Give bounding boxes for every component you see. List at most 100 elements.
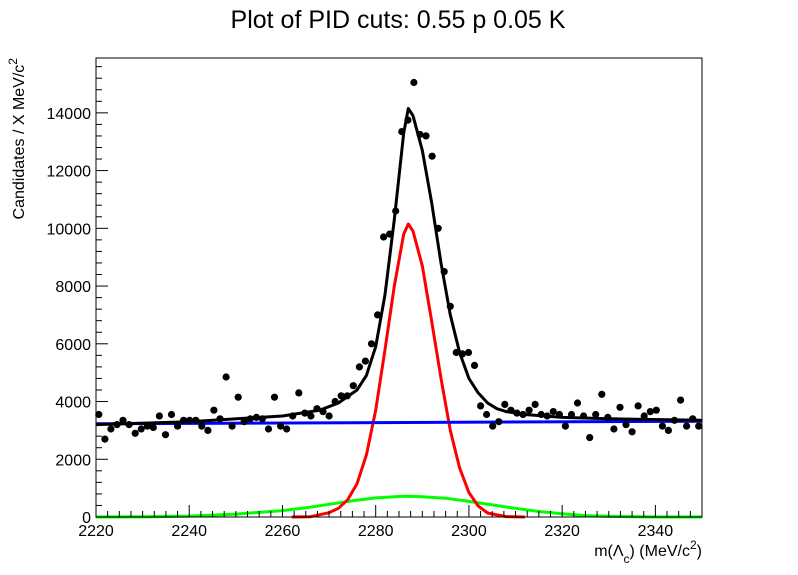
data-point <box>586 434 594 442</box>
data-point <box>683 422 691 430</box>
data-point <box>131 429 139 437</box>
data-point <box>222 373 230 381</box>
data-point <box>149 423 157 432</box>
data-point <box>428 152 436 160</box>
data-point <box>567 410 576 419</box>
plot-frame <box>95 57 703 518</box>
y-axis-label: Candidates / X MeV/c2 <box>6 58 28 220</box>
data-point <box>325 412 333 420</box>
data-point <box>107 425 115 433</box>
y-tick-label: 4000 <box>55 395 91 412</box>
data-point <box>113 421 121 429</box>
data-point <box>549 408 557 416</box>
chart-title: Plot of PID cuts: 0.55 p 0.05 K <box>231 6 566 34</box>
data-point <box>489 422 497 430</box>
y-tick-label: 6000 <box>55 337 91 354</box>
data-point <box>216 415 224 423</box>
data-point <box>246 415 254 423</box>
data-point <box>483 410 491 419</box>
data-point <box>689 415 697 423</box>
data-point <box>458 350 466 358</box>
x-tick-label: 2280 <box>358 523 394 540</box>
y-tick-label: 0 <box>82 510 91 527</box>
x-tick-label: 2320 <box>544 523 580 540</box>
data-point <box>101 435 109 443</box>
x-axis-label-prefix: m(Λ <box>594 543 624 560</box>
data-point <box>446 302 454 310</box>
x-tick-label: 2260 <box>265 523 301 540</box>
data-point <box>186 416 194 424</box>
data-point <box>537 410 545 419</box>
data-point <box>283 425 291 433</box>
y-axis-label-main: Candidates / X MeV/c <box>11 65 28 220</box>
data-point <box>392 207 400 215</box>
data-point <box>180 416 188 424</box>
data-point <box>531 400 539 408</box>
data-point <box>155 412 163 420</box>
data-point <box>143 422 151 430</box>
x-axis-label: m(Λc) (MeV/c2) <box>594 538 702 566</box>
data-point <box>658 422 667 430</box>
data-point <box>349 382 357 390</box>
y-tick-label: 2000 <box>55 452 91 469</box>
data-point <box>380 233 388 241</box>
data-point <box>634 402 642 410</box>
y-tick-label: 12000 <box>47 164 92 181</box>
data-point <box>355 363 363 371</box>
data-point <box>513 409 521 417</box>
data-point <box>234 393 242 401</box>
data-point <box>501 400 509 408</box>
data-point <box>301 409 309 417</box>
data-point <box>343 392 351 400</box>
data-point <box>367 340 376 348</box>
data-point <box>543 412 551 420</box>
data-point <box>319 408 327 416</box>
data-point <box>374 311 382 319</box>
data-point <box>640 412 648 420</box>
data-point <box>664 426 673 434</box>
x-tick-label: 2240 <box>171 523 207 540</box>
data-point <box>398 128 406 136</box>
data-point <box>628 428 636 436</box>
y-axis: 0 2000 4000 6000 8000 10000 12000 14000 <box>47 66 108 527</box>
data-point <box>174 422 182 430</box>
data-point <box>555 410 564 419</box>
data-point <box>410 78 418 87</box>
y-tick-label: 10000 <box>47 221 92 238</box>
data-point <box>495 418 503 426</box>
fit-total-curve <box>95 107 703 427</box>
data-point <box>404 116 412 124</box>
data-point <box>228 422 236 430</box>
data-point <box>604 413 612 421</box>
data-point <box>452 348 460 357</box>
x-tick-label: 2340 <box>638 523 674 540</box>
data-point <box>695 422 703 430</box>
data-point <box>580 412 588 420</box>
data-point <box>422 132 430 140</box>
data-point <box>519 410 527 419</box>
y-tick-label: 14000 <box>47 106 92 123</box>
data-point <box>277 422 285 430</box>
data-point <box>561 422 570 430</box>
data-point <box>125 421 133 429</box>
data-point <box>610 425 618 433</box>
data-point <box>167 410 176 419</box>
x-axis: 2220 2240 2260 2280 2300 2320 2340 <box>78 505 703 540</box>
data-point <box>434 224 442 232</box>
x-axis-label-mid: ) (MeV/c <box>630 543 690 560</box>
data-point <box>477 402 485 410</box>
data-point <box>331 397 339 406</box>
y-tick-label: 8000 <box>55 279 91 296</box>
data-point <box>289 412 297 420</box>
x-tick-label: 2300 <box>451 523 487 540</box>
data-point <box>204 426 212 434</box>
fit-signal-curve <box>291 222 525 519</box>
data-point <box>137 425 145 433</box>
data-point <box>210 406 218 414</box>
data-point <box>598 390 606 398</box>
data-point <box>337 392 345 400</box>
data-point <box>525 406 533 414</box>
data-point <box>313 405 321 413</box>
data-point <box>119 416 127 424</box>
